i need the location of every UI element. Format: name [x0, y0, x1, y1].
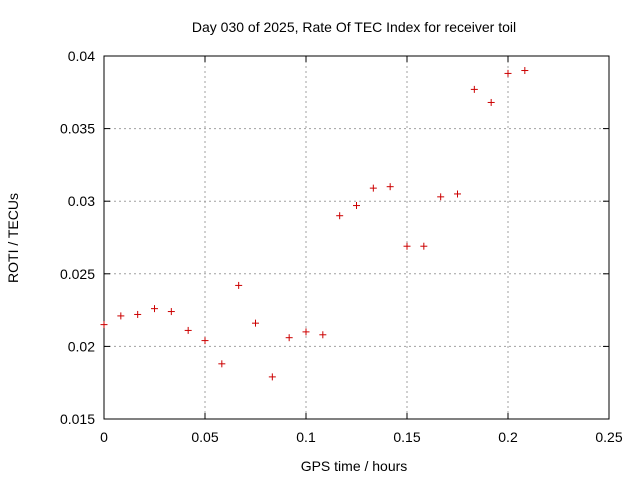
- data-point: [521, 67, 529, 75]
- data-point: [134, 310, 142, 318]
- data-point: [252, 319, 259, 327]
- y-axis-label: ROTI / TECUs: [5, 193, 21, 283]
- plot-frame: [103, 55, 610, 420]
- y-tick-label: 0.015: [60, 411, 95, 427]
- x-tick-label: 0.25: [595, 429, 622, 445]
- data-point: [353, 202, 360, 210]
- y-tick-label: 0.03: [68, 193, 95, 209]
- data-point: [470, 85, 478, 93]
- data-point: [151, 305, 158, 313]
- y-tick-label: 0.02: [68, 338, 95, 354]
- data-point: [285, 334, 293, 342]
- data-point: [218, 360, 226, 368]
- data-point: [201, 337, 209, 345]
- data-point: [504, 69, 512, 77]
- data-point: [386, 183, 394, 191]
- data-point: [319, 331, 327, 339]
- data-point: [420, 242, 428, 250]
- tick-layer: 0 0.05 0.1 0.15 0.2 0.25 0.015 0.02 0.025 0.03 0.0…: [60, 48, 623, 445]
- data-point: [268, 373, 276, 381]
- x-axis-label: GPS time / hours: [301, 458, 408, 474]
- data-point: [235, 281, 243, 289]
- data-point: [403, 242, 411, 250]
- chart-title: Day 030 of 2025, Rate Of TEC Index for r…: [192, 19, 516, 35]
- data-point: [117, 312, 125, 320]
- data-point: [336, 212, 344, 220]
- grid-layer: [104, 56, 609, 419]
- x-tick-label: 0.15: [393, 429, 420, 445]
- data-point: [369, 184, 377, 192]
- x-tick-label: 0: [100, 429, 108, 445]
- y-tick-label: 0.035: [60, 121, 95, 137]
- data-point: [487, 98, 495, 106]
- y-tick-label: 0.04: [68, 48, 95, 64]
- data-points: [100, 67, 529, 381]
- x-tick-label: 0.1: [296, 429, 316, 445]
- data-point: [167, 308, 175, 316]
- x-tick-label: 0.2: [498, 429, 518, 445]
- y-tick-label: 0.025: [60, 266, 95, 282]
- data-point: [184, 326, 192, 334]
- data-point: [302, 328, 310, 336]
- x-tick-label: 0.05: [191, 429, 218, 445]
- data-point: [454, 190, 461, 198]
- data-point: [100, 321, 108, 329]
- data-point: [437, 193, 445, 201]
